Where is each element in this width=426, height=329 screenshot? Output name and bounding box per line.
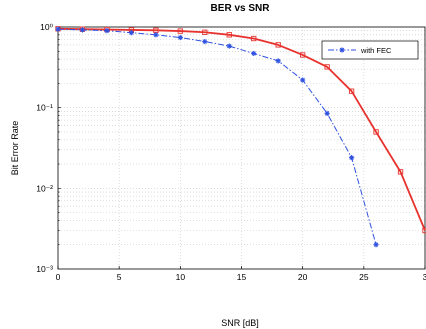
data-point-stroke (178, 35, 183, 40)
series-layer (55, 26, 426, 248)
data-point-with-fec (104, 28, 110, 34)
data-point-stroke (202, 39, 208, 44)
data-point-stroke (80, 27, 85, 33)
data-point-with-fec (300, 77, 306, 83)
data-point-with-fec (373, 242, 379, 248)
y-tick-label: 10⁻³ (36, 264, 53, 274)
data-point-series-1 (422, 227, 426, 234)
grid-lines (58, 27, 425, 269)
data-point-series-1 (275, 42, 281, 48)
x-tick-label: 5 (117, 272, 122, 282)
legend-label-with-fec: with FEC (360, 46, 392, 55)
x-tick-label: 3 (423, 272, 426, 282)
data-point-with-fec (177, 34, 183, 41)
data-point-series-1 (300, 52, 306, 58)
data-point-with-fec (324, 110, 330, 116)
data-point-stroke (227, 43, 232, 49)
chart-title: BER vs SNR (211, 3, 271, 14)
y-axis-label: Bit Error Rate (10, 121, 20, 176)
data-point-with-fec (251, 50, 257, 57)
legend: with FEC (321, 40, 419, 60)
data-point-series-1 (373, 129, 379, 135)
data-point-stroke (324, 111, 330, 116)
data-point-stroke (300, 77, 305, 83)
data-point-with-fec (128, 30, 134, 36)
data-point-stroke (251, 51, 256, 56)
x-axis-label: SNR [dB] (221, 318, 259, 328)
x-tick-label: 0 (56, 272, 61, 282)
data-point-stroke (129, 30, 134, 35)
data-point-series-1 (202, 29, 208, 35)
legend-box (321, 40, 419, 60)
data-point-stroke (349, 155, 354, 160)
data-point-series-1 (226, 32, 232, 38)
x-tick-label: 10 (176, 272, 186, 282)
data-point-with-fec (226, 43, 232, 49)
data-point-series-1 (177, 28, 183, 34)
data-point-stroke (275, 58, 281, 64)
data-point-series-1 (348, 88, 355, 94)
data-point-with-fec (79, 27, 86, 33)
data-point-stroke (153, 32, 159, 38)
x-tick-label: 25 (359, 272, 369, 282)
data-point-with-fec (55, 26, 61, 32)
series-line-series-1 (57, 27, 426, 231)
data-point-stroke (373, 242, 379, 247)
data-point-stroke (55, 26, 61, 32)
axis-ticks: 0 5 10 15 20 25 3 10⁰ 10⁻¹ 10⁻² 10⁻³ (36, 22, 426, 282)
y-tick-label: 10⁰ (40, 22, 53, 32)
data-point-series-1 (397, 169, 404, 175)
legend-marker-stroke (339, 47, 345, 53)
data-point-series-1 (251, 35, 257, 42)
series-line-with-fec (57, 28, 377, 245)
y-tick-label: 10⁻² (36, 183, 53, 193)
y-tick-label: 10⁻¹ (36, 103, 53, 113)
data-point-with-fec (275, 58, 281, 64)
data-point-with-fec (153, 32, 159, 38)
x-tick-label: 20 (298, 272, 308, 282)
data-point-series-1 (324, 64, 330, 70)
data-point-with-fec (202, 38, 208, 45)
legend-marker-with-fec (339, 47, 345, 53)
data-point-with-fec (349, 155, 355, 161)
x-tick-label: 15 (237, 272, 247, 282)
data-point-stroke (104, 28, 110, 33)
